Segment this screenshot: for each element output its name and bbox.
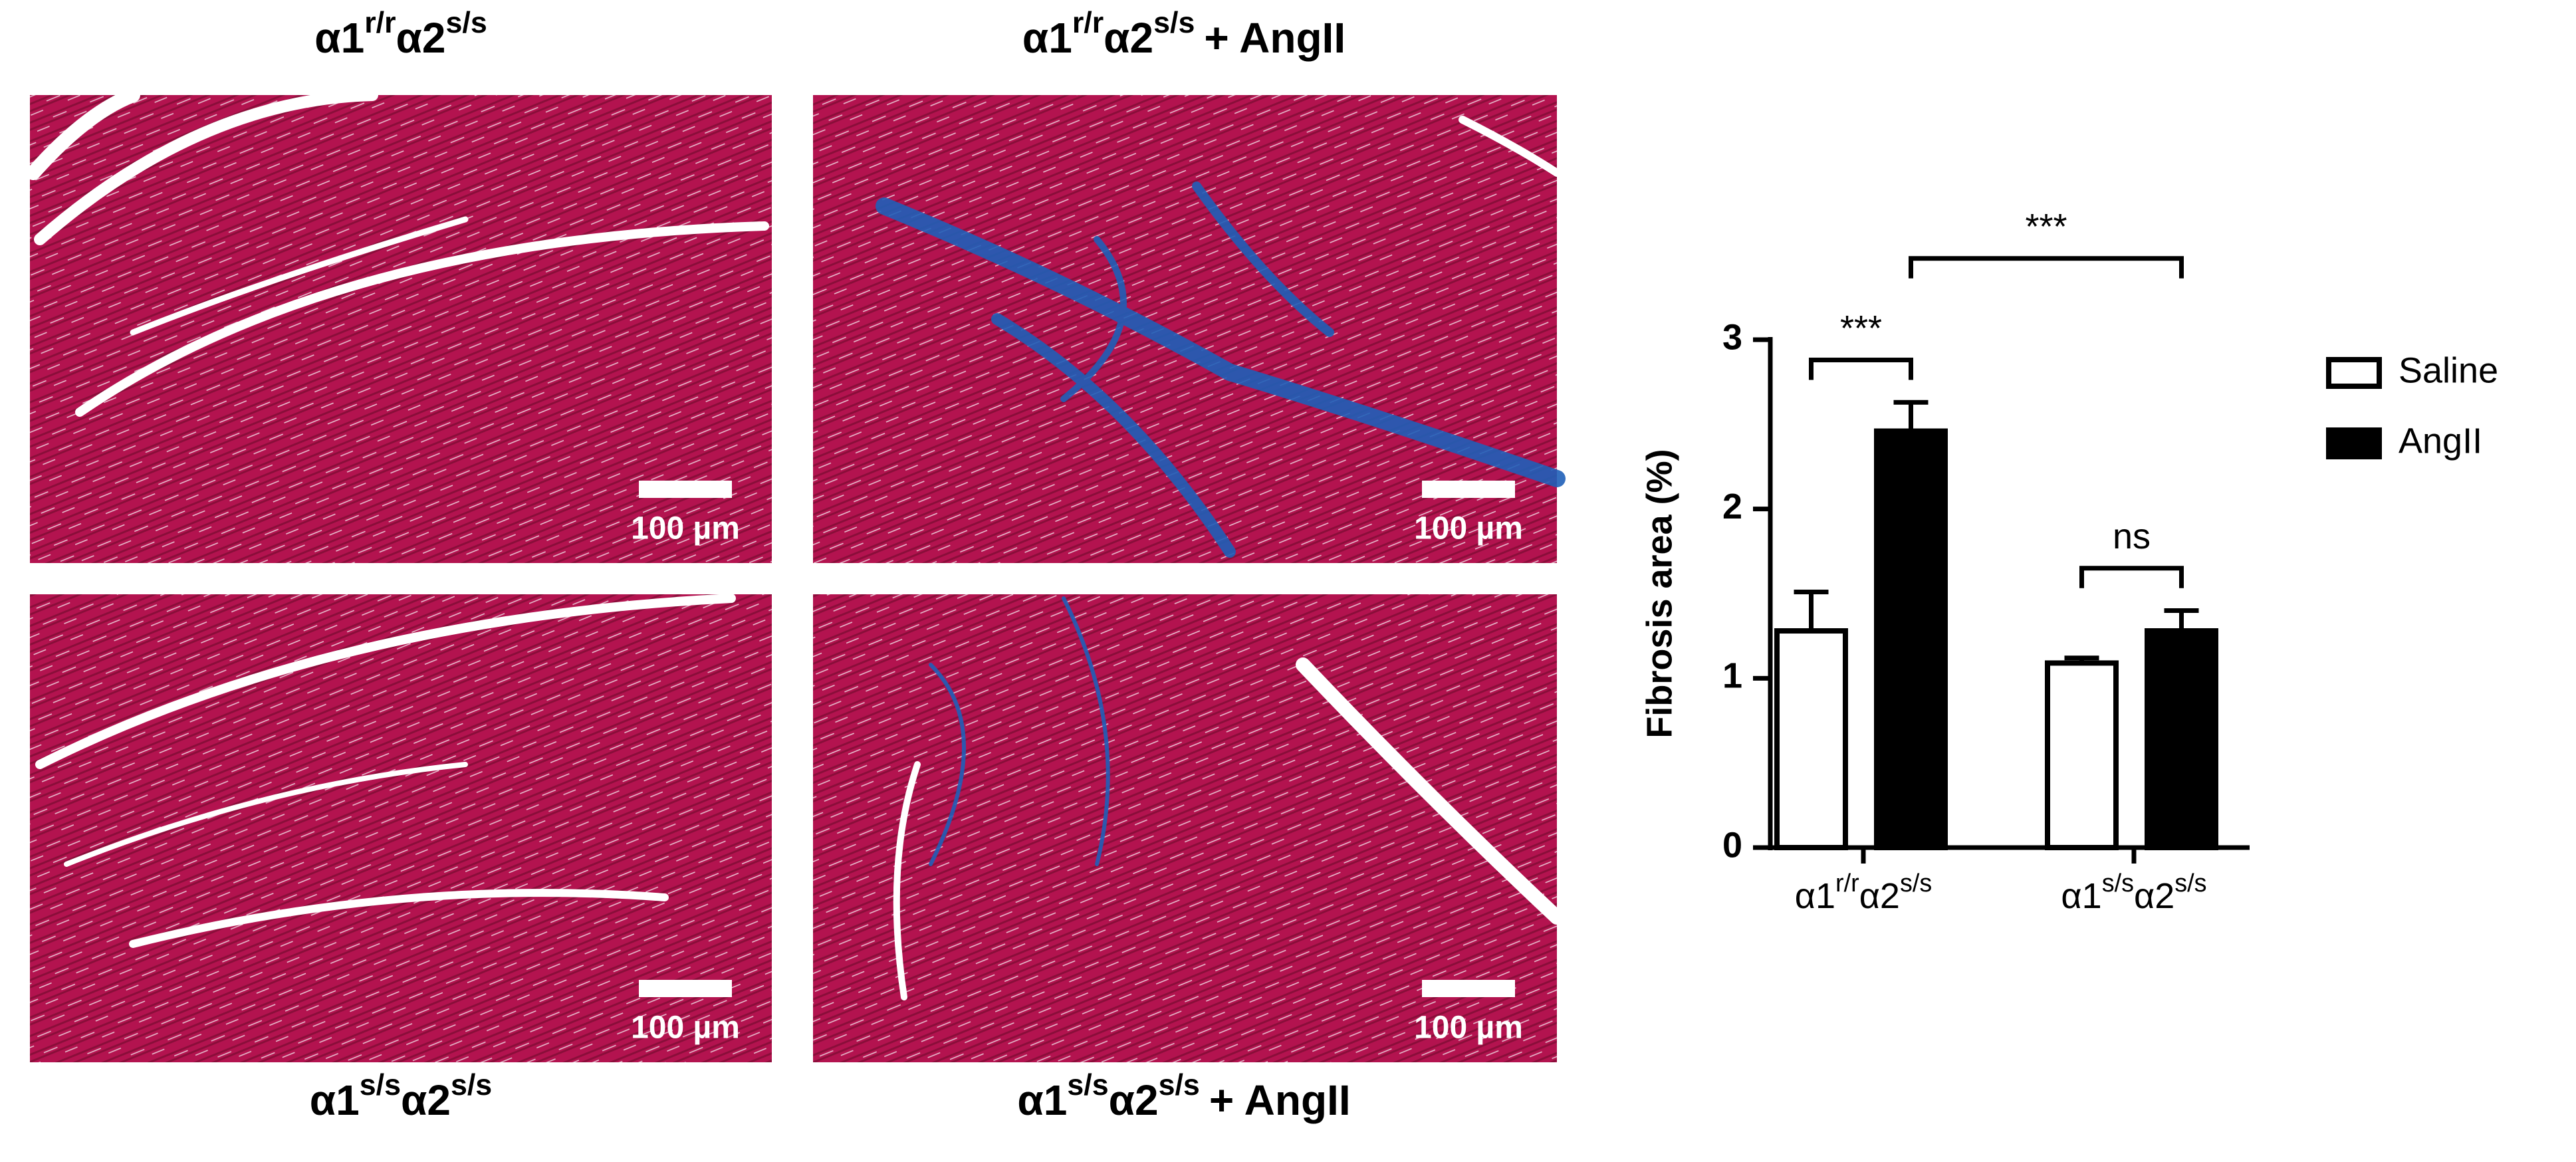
label: α1s/sα2s/s xyxy=(2061,870,2206,916)
bar xyxy=(2145,628,2218,850)
label-sup: s/s xyxy=(445,6,487,39)
significance-bracket xyxy=(2079,566,2184,588)
label-text: α1 xyxy=(1017,1076,1067,1124)
label-text: α2 xyxy=(1109,1076,1159,1124)
label-sup: r/r xyxy=(364,6,396,39)
scale-bar xyxy=(1422,980,1515,997)
label-sup: s/s xyxy=(2102,870,2134,897)
significance-label: *** xyxy=(1840,308,1882,348)
scale-bar xyxy=(1422,481,1515,498)
legend-label: Saline xyxy=(2399,350,2498,390)
y-axis-label: Fibrosis area (%) xyxy=(1639,449,1679,738)
y-tick-label: 1 xyxy=(1722,656,1742,696)
label-text: α2 xyxy=(1859,876,1900,916)
significance-label: *** xyxy=(2025,207,2067,247)
y-tick-label: 3 xyxy=(1722,317,1742,357)
scale-bar-label: 100 µm xyxy=(1414,511,1523,546)
label-text: α2 xyxy=(401,1076,451,1124)
bar xyxy=(1874,428,1948,850)
label-sup: s/s xyxy=(1067,1068,1108,1102)
label: α1s/sα2s/s + AngII xyxy=(1017,1068,1350,1124)
label-sup: s/s xyxy=(1153,6,1195,39)
scale-bar-label: 100 µm xyxy=(1414,1010,1523,1046)
y-tick-label: 0 xyxy=(1722,825,1742,865)
label-text: + AngII xyxy=(1209,1076,1351,1124)
legend-swatch xyxy=(2326,357,2382,389)
scale-bar xyxy=(639,980,732,997)
label-text: α1 xyxy=(2061,876,2101,916)
legend-label: AngII xyxy=(2399,421,2482,461)
label-sup: r/r xyxy=(1835,870,1859,897)
label-sup: s/s xyxy=(1159,1068,1200,1102)
significance-label: ns xyxy=(2113,517,2151,556)
legend-swatch xyxy=(2326,427,2382,459)
significance-bracket xyxy=(1809,358,1913,380)
label-text: + AngII xyxy=(1204,14,1346,62)
label: α1r/rα2s/s + AngII xyxy=(1022,6,1346,62)
label-sup: s/s xyxy=(1900,870,1932,897)
label-text: α1 xyxy=(314,14,364,62)
label-sup: r/r xyxy=(1072,6,1104,39)
scale-bar xyxy=(639,481,732,498)
bar xyxy=(2045,660,2119,850)
scale-bar-label: 100 µm xyxy=(631,511,740,546)
label-text: α2 xyxy=(396,14,446,62)
label-text: α1 xyxy=(1022,14,1072,62)
y-tick-label: 2 xyxy=(1722,487,1742,526)
scale-bar-label: 100 µm xyxy=(631,1010,740,1046)
label: α1r/rα2s/s xyxy=(1795,870,1932,916)
label-sup: s/s xyxy=(360,1068,401,1102)
histology xyxy=(26,88,1566,1062)
label: α1s/sα2s/s xyxy=(310,1068,492,1124)
label-text: α1 xyxy=(310,1076,360,1124)
label-text: α2 xyxy=(1104,14,1153,62)
bar xyxy=(1774,628,1848,850)
label: α1r/rα2s/s xyxy=(314,6,487,62)
label-text: α1 xyxy=(1795,876,1835,916)
label-sup: s/s xyxy=(451,1068,492,1102)
label-text: α2 xyxy=(2134,876,2174,916)
significance-bracket xyxy=(1909,256,2184,279)
label-sup: s/s xyxy=(2174,870,2206,897)
